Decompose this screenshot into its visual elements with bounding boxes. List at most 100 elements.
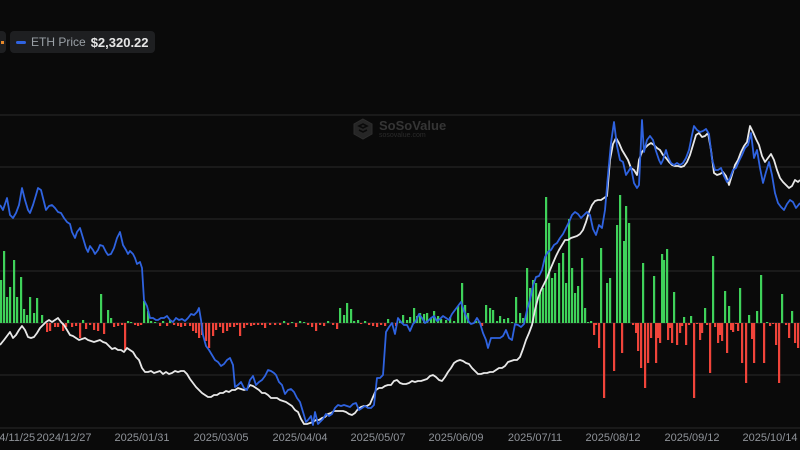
inflow-bar	[159, 323, 162, 326]
inflow-bar	[496, 321, 499, 323]
inflow-bar	[739, 288, 742, 323]
inflow-bar	[430, 318, 433, 323]
inflow-bar	[542, 288, 545, 323]
inflow-bar	[124, 323, 127, 350]
inflow-bar	[532, 280, 535, 323]
inflow-bar	[413, 308, 416, 323]
inflow-bar	[671, 323, 674, 343]
legend-swatch-eth-price	[16, 40, 26, 44]
inflow-bar	[311, 323, 314, 327]
x-tick-label: 2025/05/07	[350, 432, 406, 444]
inflow-bar	[623, 241, 626, 323]
inflow-bar	[107, 310, 110, 323]
legend-item-partial[interactable]	[0, 31, 6, 53]
inflow-bar	[26, 315, 29, 323]
x-tick-label: 2025/01/31	[114, 432, 170, 444]
inflow-bar	[127, 321, 130, 323]
inflow-bar	[781, 294, 784, 323]
inflow-bar	[250, 323, 253, 326]
inflow-bar	[526, 268, 529, 323]
inflow-bar	[261, 323, 264, 325]
inflow-bar	[229, 323, 232, 327]
inflow-bar	[315, 323, 318, 331]
inflow-bar	[791, 311, 794, 323]
inflow-bar	[481, 323, 484, 326]
inflow-bar	[709, 323, 712, 373]
inflow-bar	[113, 323, 116, 327]
inflow-bar	[236, 323, 239, 325]
inflow-bar	[33, 313, 36, 323]
inflow-bar	[192, 323, 195, 331]
inflow-bar	[440, 319, 443, 323]
inflow-bar	[507, 318, 510, 323]
inflow-bar	[154, 322, 157, 323]
inflow-bar	[364, 321, 367, 323]
inflow-bar	[693, 323, 696, 398]
inflow-bar	[657, 323, 660, 338]
inflow-bar	[357, 320, 360, 323]
inflow-bar	[785, 323, 788, 325]
inflow-bar	[584, 308, 587, 323]
inflow-bar	[568, 219, 571, 323]
inflow-bar	[685, 323, 688, 345]
inflow-bar	[49, 323, 52, 331]
inflow-bar	[75, 323, 78, 326]
chart-legend: ETH Price $2,320.22	[0, 31, 155, 53]
inflow-bar	[143, 301, 146, 323]
inflow-bar	[79, 323, 82, 338]
inflow-bar	[343, 315, 346, 323]
legend-label-eth-price: ETH Price	[31, 35, 86, 49]
inflow-bar	[323, 323, 326, 326]
inflow-bar	[728, 306, 731, 323]
inflow-bar	[797, 323, 800, 348]
inflow-bar	[140, 323, 143, 325]
inflow-bar	[380, 323, 383, 325]
inflow-bar	[137, 323, 140, 326]
inflow-bar	[332, 323, 335, 325]
inflow-bar	[644, 323, 647, 388]
inflow-bar	[778, 323, 781, 383]
inflow-bar	[162, 321, 165, 323]
legend-swatch-orange	[1, 40, 4, 44]
inflow-bar	[681, 323, 684, 326]
inflow-bar	[706, 323, 709, 325]
inflow-bar	[89, 323, 92, 325]
inflow-bar	[253, 323, 256, 325]
cumulative-inflow-line	[0, 125, 800, 425]
watermark: SoSoValue sosovalue.com	[352, 118, 446, 140]
inflow-bar	[766, 322, 769, 323]
inflow-bar	[360, 323, 363, 324]
inflow-bar	[13, 260, 16, 323]
inflow-bar	[760, 275, 763, 323]
inflow-bar	[233, 323, 236, 327]
inflow-bar	[295, 323, 298, 327]
inflow-bar	[717, 323, 720, 343]
inflow-bar	[676, 323, 679, 345]
inflow-bar	[299, 321, 302, 323]
inflow-bar	[756, 311, 759, 323]
inflow-bar	[449, 317, 452, 323]
inflow-bar	[673, 292, 676, 323]
sosovalue-logo-icon	[353, 118, 373, 140]
inflow-bar	[198, 323, 201, 338]
inflow-bar	[772, 323, 775, 324]
inflow-bar	[130, 322, 133, 323]
inflow-bar	[177, 323, 180, 326]
inflow-bar	[269, 323, 272, 325]
inflow-bar	[219, 323, 222, 327]
inflow-bar	[453, 321, 456, 323]
inflow-bar	[603, 323, 606, 398]
inflow-bar	[350, 309, 353, 323]
inflow-bar	[195, 323, 198, 333]
inflow-bar	[222, 323, 225, 333]
inflow-bar	[794, 323, 797, 343]
inflow-bar	[529, 288, 532, 323]
inflow-bar	[522, 318, 525, 323]
legend-item-eth-price[interactable]: ETH Price $2,320.22	[10, 31, 155, 53]
inflow-bar	[65, 323, 68, 327]
inflow-bar	[679, 323, 682, 333]
x-tick-label: 2024/11/25	[0, 432, 36, 444]
inflow-bar	[753, 323, 756, 363]
inflow-bar	[562, 253, 565, 323]
